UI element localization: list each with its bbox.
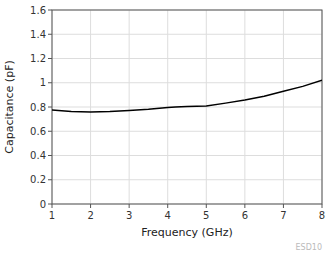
grid-line: [52, 82, 322, 83]
grid-line: [52, 179, 322, 180]
x-tick: [52, 204, 53, 208]
y-tick: [48, 10, 52, 11]
x-tick-label: 1: [49, 210, 55, 221]
y-tick: [48, 155, 52, 156]
y-tick-label: 0.6: [30, 126, 46, 137]
y-tick-label: 1: [40, 77, 46, 88]
grid: [52, 10, 322, 204]
x-tick-label: 3: [126, 210, 132, 221]
x-tick: [129, 204, 130, 208]
y-tick: [48, 179, 52, 180]
x-tick-label: 6: [242, 210, 248, 221]
x-tick: [90, 204, 91, 208]
y-tick-label: 0.8: [30, 102, 46, 113]
y-axis-label: Capacitance (pF): [3, 60, 16, 153]
grid-line: [52, 155, 322, 156]
watermark: ESD10: [296, 243, 322, 252]
y-tick: [48, 107, 52, 108]
grid-line: [52, 131, 322, 132]
x-tick: [206, 204, 207, 208]
x-tick: [167, 204, 168, 208]
x-tick: [283, 204, 284, 208]
x-axis-label: Frequency (GHz): [141, 226, 232, 239]
grid-line: [52, 58, 322, 59]
x-tick: [244, 204, 245, 208]
chart: 1 2 3 4 5 6 7 8 0 0.2 0.4 0.6 0.8 1 1.2 1.4 1.6 Frequency…: [0, 0, 332, 254]
y-tick-label: 1.2: [30, 53, 46, 64]
x-tick-label: 8: [319, 210, 325, 221]
plot-frame: [52, 10, 322, 204]
x-tick-label: 5: [203, 210, 209, 221]
y-tick-label: 0.2: [30, 174, 46, 185]
plot-area: [52, 80, 322, 112]
x-tick-label: 7: [280, 210, 286, 221]
y-tick: [48, 204, 52, 205]
x-tick-label: 4: [165, 210, 171, 221]
y-tick: [48, 34, 52, 35]
x-tick: [322, 204, 323, 208]
data-line: [52, 80, 322, 112]
y-tick-label: 0.4: [30, 150, 46, 161]
x-tick-label: 2: [87, 210, 93, 221]
y-tick-label: 1.6: [30, 5, 46, 16]
y-tick: [48, 58, 52, 59]
y-tick: [48, 82, 52, 83]
y-tick-label: 0: [40, 199, 46, 210]
y-tick-label: 1.4: [30, 29, 46, 40]
axes: 1 2 3 4 5 6 7 8 0 0.2 0.4 0.6 0.8 1 1.2 1.4 1.6: [30, 5, 325, 222]
y-tick: [48, 131, 52, 132]
grid-line: [52, 34, 322, 35]
